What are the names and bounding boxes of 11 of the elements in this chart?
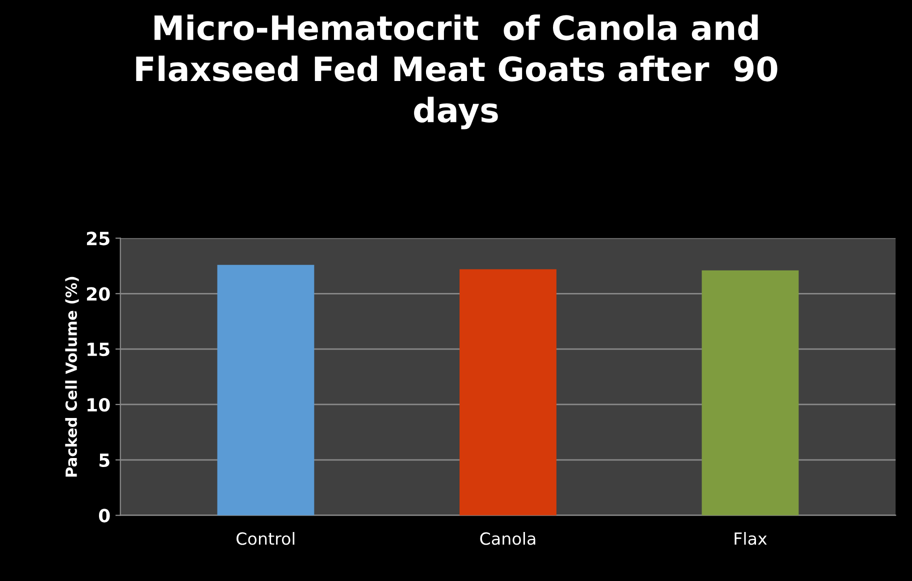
y-tick-label: 20 [86,287,110,301]
y-axis-title: Packed Cell Volume (%) [65,276,79,477]
x-tick-label: Canola [480,532,536,545]
y-tick-label: 10 [88,398,110,412]
x-tick-label: Control [236,532,294,545]
y-tick-label: 5 [99,454,110,468]
x-tick-label: Flax [734,532,767,545]
y-tick-label: 15 [88,342,110,356]
y-tick-label: 25 [86,232,110,246]
y-tick-label: 0 [98,508,110,522]
chart-title: Micro-Hematocrit of Canola and Flaxseed Fed Meat Goats after 90 days [136,14,778,130]
